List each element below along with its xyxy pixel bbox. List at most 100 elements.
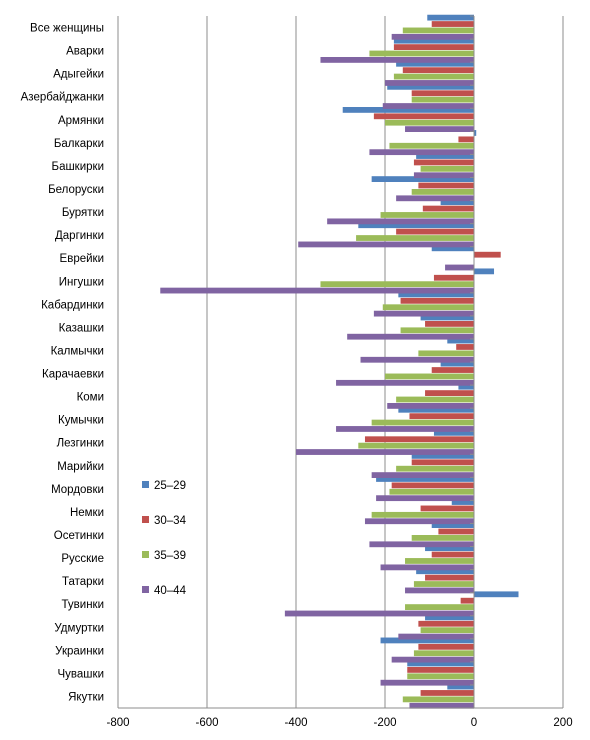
bars — [160, 14, 519, 709]
category-label: Даргинки — [55, 230, 104, 242]
bar — [396, 465, 474, 472]
bar — [393, 37, 474, 44]
bar — [385, 119, 474, 126]
category-label: Армянки — [58, 115, 104, 127]
x-tick-labels: -800 -600 -400 -200 0 200 — [106, 717, 572, 729]
legend-swatch — [142, 481, 149, 488]
bar — [451, 499, 474, 505]
bar — [402, 27, 474, 34]
bar — [407, 673, 474, 680]
category-label: Тувинки — [62, 599, 104, 611]
bar — [418, 643, 474, 650]
bar — [420, 165, 474, 172]
category-labels: Все женщины Аварки Адыгейки Азербайджанки Ар… — [21, 23, 104, 704]
bar — [371, 176, 474, 182]
category-label: Удмуртки — [54, 622, 104, 634]
category-label: Русские — [61, 553, 104, 565]
bar — [425, 545, 474, 552]
bar — [296, 449, 474, 455]
bar — [431, 245, 474, 252]
bar — [380, 564, 474, 571]
bar — [284, 610, 474, 617]
bar — [474, 591, 519, 598]
bar — [447, 683, 474, 690]
category-label: Коми — [77, 392, 104, 404]
bar — [447, 337, 474, 344]
category-label: Еврейки — [60, 253, 104, 265]
bar — [396, 195, 474, 202]
bar — [409, 702, 474, 709]
bar — [364, 436, 474, 443]
category-label: Кумычки — [58, 415, 104, 427]
category-label: Калмычки — [51, 345, 104, 357]
bar — [456, 344, 474, 350]
bar — [416, 568, 474, 575]
bar — [360, 356, 474, 363]
x-tick-label: -400 — [284, 717, 307, 729]
bar — [425, 614, 474, 621]
bar — [411, 453, 474, 459]
bar — [425, 321, 474, 327]
bar — [474, 130, 477, 136]
bar — [389, 142, 474, 149]
bar — [380, 637, 474, 644]
category-label: Кабардинки — [41, 299, 104, 311]
bar — [413, 581, 474, 587]
legend-swatch — [142, 551, 149, 558]
bar — [431, 522, 474, 528]
category-label: Якутки — [68, 691, 104, 703]
bar — [474, 268, 495, 275]
bar — [342, 107, 474, 113]
category-label: Украинки — [55, 645, 104, 657]
category-label: Марийки — [57, 461, 104, 473]
bar — [405, 126, 474, 132]
category-label: Казашки — [59, 322, 104, 334]
bar — [347, 333, 474, 340]
bar — [402, 67, 474, 74]
category-label: Азербайджанки — [21, 92, 104, 104]
gridlines — [117, 16, 564, 708]
bar — [320, 281, 474, 288]
bar — [411, 189, 474, 195]
category-label: Башкирки — [52, 161, 104, 173]
bar — [358, 442, 474, 449]
bar — [160, 287, 474, 294]
bar — [393, 44, 474, 50]
bar — [380, 212, 474, 218]
bar — [385, 80, 474, 86]
category-label: Татарки — [62, 576, 104, 588]
bar — [413, 159, 474, 166]
bar — [369, 50, 474, 57]
category-label: Чувашки — [58, 668, 104, 680]
bar — [382, 304, 474, 311]
bar — [393, 73, 474, 80]
category-label: Бурятки — [62, 207, 104, 219]
bar — [418, 182, 474, 189]
bar — [425, 390, 474, 396]
legend-label: 25–29 — [154, 480, 186, 492]
legend-label: 40–44 — [154, 585, 187, 597]
bar — [458, 136, 474, 143]
bar — [385, 373, 474, 380]
bar — [398, 406, 474, 413]
legend-swatch — [142, 516, 149, 523]
category-label: Белоруски — [48, 184, 104, 196]
bar — [380, 679, 474, 686]
bar — [433, 429, 474, 436]
bar — [420, 314, 474, 321]
bar — [298, 241, 474, 248]
bar — [400, 327, 474, 334]
bar — [411, 90, 474, 97]
category-label: Осетинки — [54, 530, 104, 542]
bar — [416, 153, 474, 159]
x-tick-label: -800 — [106, 717, 129, 729]
bar — [411, 535, 474, 541]
bar — [371, 511, 474, 518]
category-label: Аварки — [66, 46, 104, 58]
bar — [418, 350, 474, 357]
bar — [327, 218, 474, 225]
bar — [369, 149, 474, 156]
bar — [420, 505, 474, 512]
bar — [371, 419, 474, 426]
